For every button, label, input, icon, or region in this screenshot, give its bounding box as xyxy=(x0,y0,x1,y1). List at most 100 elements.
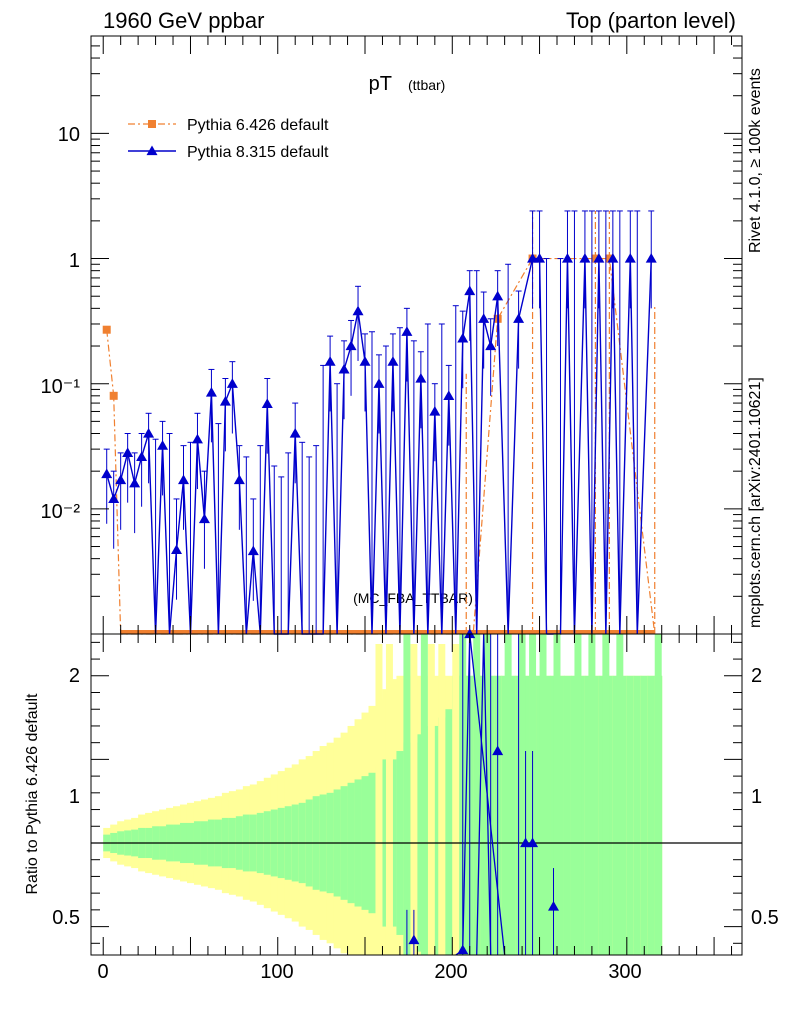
upper-axes xyxy=(90,35,743,635)
ratio-axis-label: Ratio to Pythia 6.426 default xyxy=(24,693,41,895)
band-green-bin xyxy=(445,709,453,955)
pythia6-point xyxy=(605,254,614,263)
x-tick-labels: 0 100 200 300 xyxy=(97,961,641,983)
pythia8-point xyxy=(261,398,273,408)
x-tick-label-300: 300 xyxy=(608,961,641,983)
pythia8-point xyxy=(205,387,217,397)
lower-y-tick-labels: 0.5 1 2 0.5 1 2 xyxy=(52,665,779,929)
legend-triangle-pythia8 xyxy=(146,145,158,156)
pythia8-point xyxy=(136,451,148,462)
band-green-bin xyxy=(647,675,656,955)
pythia8-point xyxy=(324,356,336,366)
pythia8-point xyxy=(219,396,231,406)
band-green-bin xyxy=(508,675,516,955)
pythia8-point xyxy=(226,378,238,388)
band-green-bin xyxy=(633,675,642,955)
band-green-bin xyxy=(605,675,614,955)
legend-label-pythia8: Pythia 8.315 default xyxy=(187,144,329,161)
band-green-bin xyxy=(543,675,551,955)
pythia8-point xyxy=(101,468,113,479)
ratio-y-tick-0.5-right: 0.5 xyxy=(751,907,779,929)
band-green-full xyxy=(473,634,481,955)
band-green-full xyxy=(504,634,512,955)
pythia8-point xyxy=(443,390,455,400)
ratio-y-tick-1-right: 1 xyxy=(751,786,762,808)
band-green-bin xyxy=(563,675,572,955)
band-green-full xyxy=(616,634,624,955)
pythia8-point xyxy=(171,544,183,555)
upper-plot-area xyxy=(101,210,657,635)
pythia8-point xyxy=(457,332,469,343)
lower-panel: Ratio to Pythia 6.426 default 0.5 1 2 0.… xyxy=(24,628,779,983)
ratio-point xyxy=(464,628,476,639)
band-green-full xyxy=(403,634,411,955)
pythia8-point xyxy=(359,356,371,366)
ratio-point xyxy=(527,837,539,848)
band-yellow-full xyxy=(385,644,393,955)
band-green-full xyxy=(574,634,582,955)
y-tick-label-0.01: 10⁻² xyxy=(41,501,81,523)
pythia8-point xyxy=(352,305,364,316)
band-green-full xyxy=(553,634,561,955)
band-green-bin xyxy=(577,675,586,955)
pythia8-point xyxy=(607,253,619,263)
band-green-bin xyxy=(556,675,565,955)
legend-marker-pythia8 xyxy=(128,145,176,156)
pythia8-point xyxy=(157,440,169,450)
ratio-point xyxy=(492,745,504,756)
band-green-bin xyxy=(619,675,628,955)
pythia8-point xyxy=(513,313,525,323)
pythia8-point xyxy=(198,513,210,524)
pythia8-point xyxy=(178,474,190,485)
pythia8-point xyxy=(579,253,591,263)
pythia8-point xyxy=(122,447,134,458)
band-green-bin xyxy=(626,675,635,955)
pythia8-point xyxy=(387,356,399,366)
pythia6-point xyxy=(591,254,600,263)
band-green-full xyxy=(420,634,428,955)
pythia8-point xyxy=(108,493,120,504)
pythia8-point xyxy=(478,313,490,323)
pythia8-point xyxy=(129,477,141,488)
upper-y-tick-labels: 10 1 10⁻¹ 10⁻² xyxy=(41,124,81,523)
legend-marker-pythia6 xyxy=(128,120,176,128)
band-yellow-full xyxy=(427,644,435,955)
pythia8-point xyxy=(485,340,497,351)
ratio-point xyxy=(520,837,532,848)
pythia8-point xyxy=(429,405,441,416)
ratio-y-tick-0.5-left: 0.5 xyxy=(52,907,80,929)
pythia8-point xyxy=(345,340,357,351)
pythia8-point xyxy=(373,378,385,388)
pythia8-line xyxy=(106,257,652,635)
x-tick-label-100: 100 xyxy=(260,961,293,983)
pythia8-point xyxy=(401,326,413,336)
band-yellow-full xyxy=(410,644,418,955)
pythia8-point xyxy=(115,474,127,485)
y-tick-label-0.1: 10⁻¹ xyxy=(41,376,81,398)
upper-panel: (MC_FBA_TTBAR) pT (ttbar) Pythia 6.426 d… xyxy=(41,35,743,635)
mcplots-label: mcplots.cern.ch [arXiv:2401.10621] xyxy=(747,377,764,628)
pythia8-point xyxy=(645,253,657,263)
band-yellow-full xyxy=(452,644,460,955)
pythia6-line xyxy=(106,257,656,635)
y-tick-label-1: 1 xyxy=(69,250,80,272)
x-tick-label-0: 0 xyxy=(97,961,108,983)
band-yellow-full xyxy=(438,644,446,955)
pythia8-point xyxy=(143,427,155,438)
header-left: 1960 GeV ppbar xyxy=(103,8,264,33)
ratio-y-tick-2-right: 2 xyxy=(751,665,762,687)
pythia8-point xyxy=(247,545,259,556)
band-yellow-full xyxy=(375,644,383,955)
lower-axes xyxy=(90,633,743,956)
band-green-full xyxy=(518,634,526,955)
band-green-bin xyxy=(591,675,600,955)
pythia6-point xyxy=(102,325,111,334)
y-tick-label-10: 10 xyxy=(58,124,80,146)
ratio-point xyxy=(548,901,560,911)
lower-plot-area xyxy=(91,628,742,956)
band-green-full xyxy=(539,634,547,955)
rivet-label: Rivet 4.1.0, ≥ 100k events xyxy=(747,68,764,253)
band-green-full xyxy=(588,634,596,955)
pythia8-point xyxy=(289,427,301,438)
lower-frame xyxy=(90,633,743,956)
